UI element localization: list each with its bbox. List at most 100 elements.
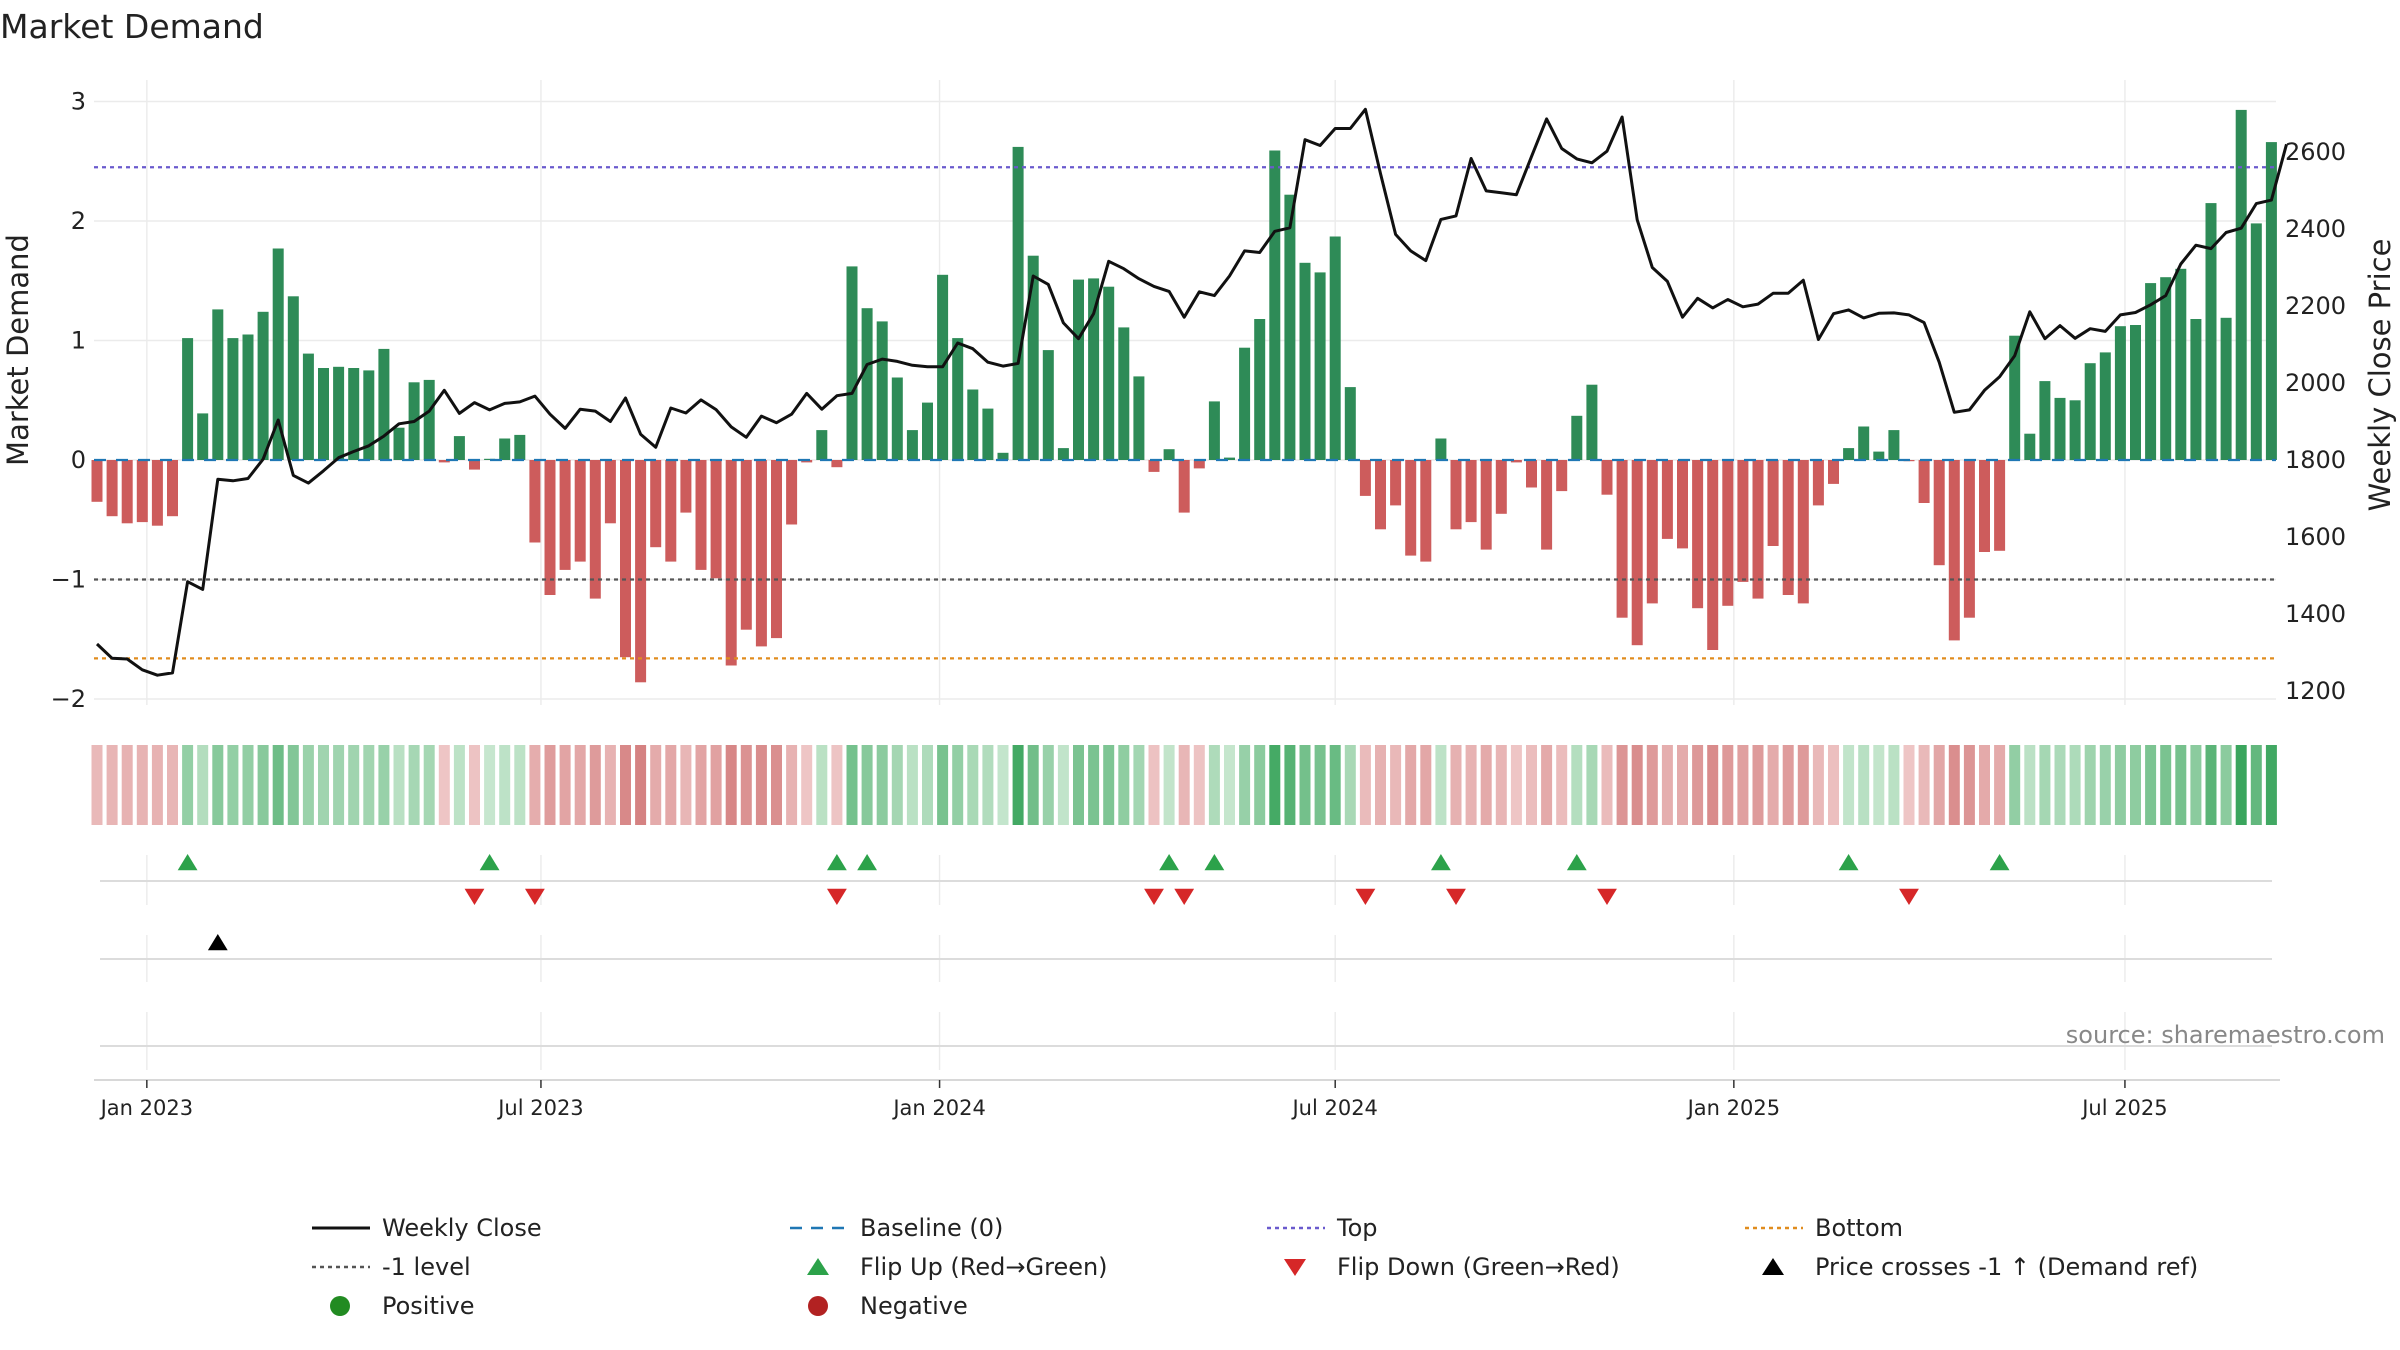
strip-cell — [1858, 745, 1870, 825]
demand-bar — [544, 460, 556, 595]
event-rows-axes — [94, 880, 2280, 1081]
strip-cell — [1435, 745, 1447, 825]
demand-bar — [1586, 384, 1598, 460]
strip-cell — [1767, 745, 1779, 825]
demand-bar — [1843, 448, 1855, 460]
strip-cell — [499, 745, 511, 825]
strip-cell — [1631, 745, 1643, 825]
demand-bar — [2265, 142, 2277, 460]
strip-cell — [801, 745, 813, 825]
demand-bar — [1420, 460, 1432, 562]
strip-cell — [1661, 745, 1673, 825]
demand-bar — [1314, 272, 1326, 460]
event-markers — [177, 854, 2010, 951]
demand-bars — [91, 109, 2277, 683]
strip-cell — [725, 745, 737, 825]
strip-cell — [1359, 745, 1371, 825]
strip-cell — [106, 745, 118, 825]
strip-cell — [2220, 745, 2232, 825]
demand-bar — [514, 434, 526, 460]
demand-bar — [393, 427, 405, 460]
legend-label: Weekly Close — [382, 1214, 542, 1242]
strip-cell — [1239, 745, 1251, 825]
demand-bar — [272, 248, 284, 460]
demand-bar — [891, 377, 903, 460]
strip-cell — [363, 745, 375, 825]
demand-bar — [1269, 150, 1281, 460]
strip-cell — [1556, 745, 1568, 825]
strip-cell — [2145, 745, 2157, 825]
strip-cell — [1526, 745, 1537, 825]
demand-bar — [1450, 460, 1462, 530]
y-tick-left: 3 — [71, 88, 86, 116]
strip-cell — [469, 745, 480, 825]
demand-bar — [1722, 460, 1734, 606]
strip-cell — [2024, 745, 2036, 825]
source-note: source: sharemaestro.com — [2066, 1021, 2385, 1049]
strip-cell — [1103, 745, 1115, 825]
strip-cell — [1027, 745, 1039, 825]
legend-swatch — [807, 1258, 829, 1275]
strip-cell — [1918, 745, 1930, 825]
gridlines — [94, 80, 2276, 1070]
flip-up-marker — [1838, 854, 1859, 871]
demand-bar — [967, 389, 979, 460]
demand-bar — [106, 460, 118, 517]
strip-cell — [695, 745, 707, 825]
strip-cell — [197, 745, 209, 825]
demand-bar — [1737, 460, 1749, 582]
demand-bar — [318, 368, 329, 460]
demand-bar — [242, 334, 254, 460]
demand-bar — [378, 348, 390, 460]
y-axis-label-right: Weekly Close Price — [2363, 239, 2397, 512]
strip-cell — [182, 745, 194, 825]
demand-bar — [1329, 236, 1341, 460]
strip-cell — [2069, 745, 2081, 825]
strip-cell — [1903, 745, 1915, 825]
demand-bar — [1979, 460, 1990, 552]
demand-bar — [1692, 460, 1704, 609]
y-tick-left: 2 — [71, 207, 86, 235]
strip-cell — [227, 745, 239, 825]
strip-cell — [2054, 745, 2066, 825]
strip-cell — [1314, 745, 1326, 825]
demand-bar — [1465, 460, 1477, 523]
legend-swatch — [1762, 1258, 1784, 1275]
demand-bar — [559, 460, 571, 570]
x-tick-label: Jan 2023 — [99, 1096, 194, 1120]
strip-cell — [831, 745, 843, 825]
strip-cell — [2009, 745, 2021, 825]
demand-bar — [363, 370, 375, 460]
demand-bar — [348, 368, 360, 460]
strip-cell — [423, 745, 435, 825]
flip-down-marker — [1174, 888, 1195, 905]
right-y-axis: 2600 2400 2200 2000 1800 1600 1400 1200 — [2285, 138, 2346, 705]
y-tick-right: 2400 — [2285, 215, 2346, 243]
y-tick-right: 1600 — [2285, 523, 2346, 551]
flip-down-marker — [1355, 888, 1376, 905]
strip-cell — [574, 745, 586, 825]
strip-cell — [846, 745, 858, 825]
demand-bar — [1948, 460, 1960, 641]
demand-bar — [2250, 223, 2262, 460]
strip-cell — [1812, 745, 1824, 825]
strip-cell — [710, 745, 722, 825]
legend-item: Bottom — [1745, 1214, 1903, 1242]
demand-bar — [1888, 430, 1900, 460]
demand-bar — [1133, 376, 1145, 460]
flip-down-marker — [464, 888, 485, 905]
demand-bar — [1677, 460, 1688, 549]
strip-cell — [378, 745, 390, 825]
flip-up-marker — [1204, 854, 1225, 871]
y-tick-left: −2 — [51, 685, 86, 713]
demand-bar — [1193, 460, 1205, 469]
flip-down-marker — [1144, 888, 1164, 905]
strip-cell — [952, 745, 964, 825]
strip-cell — [771, 745, 782, 825]
demand-bar — [861, 308, 873, 460]
demand-bar — [2054, 397, 2066, 460]
demand-bar — [1435, 438, 1447, 460]
demand-bar — [136, 460, 148, 523]
demand-bar — [1707, 460, 1719, 650]
demand-bar — [1012, 146, 1024, 460]
